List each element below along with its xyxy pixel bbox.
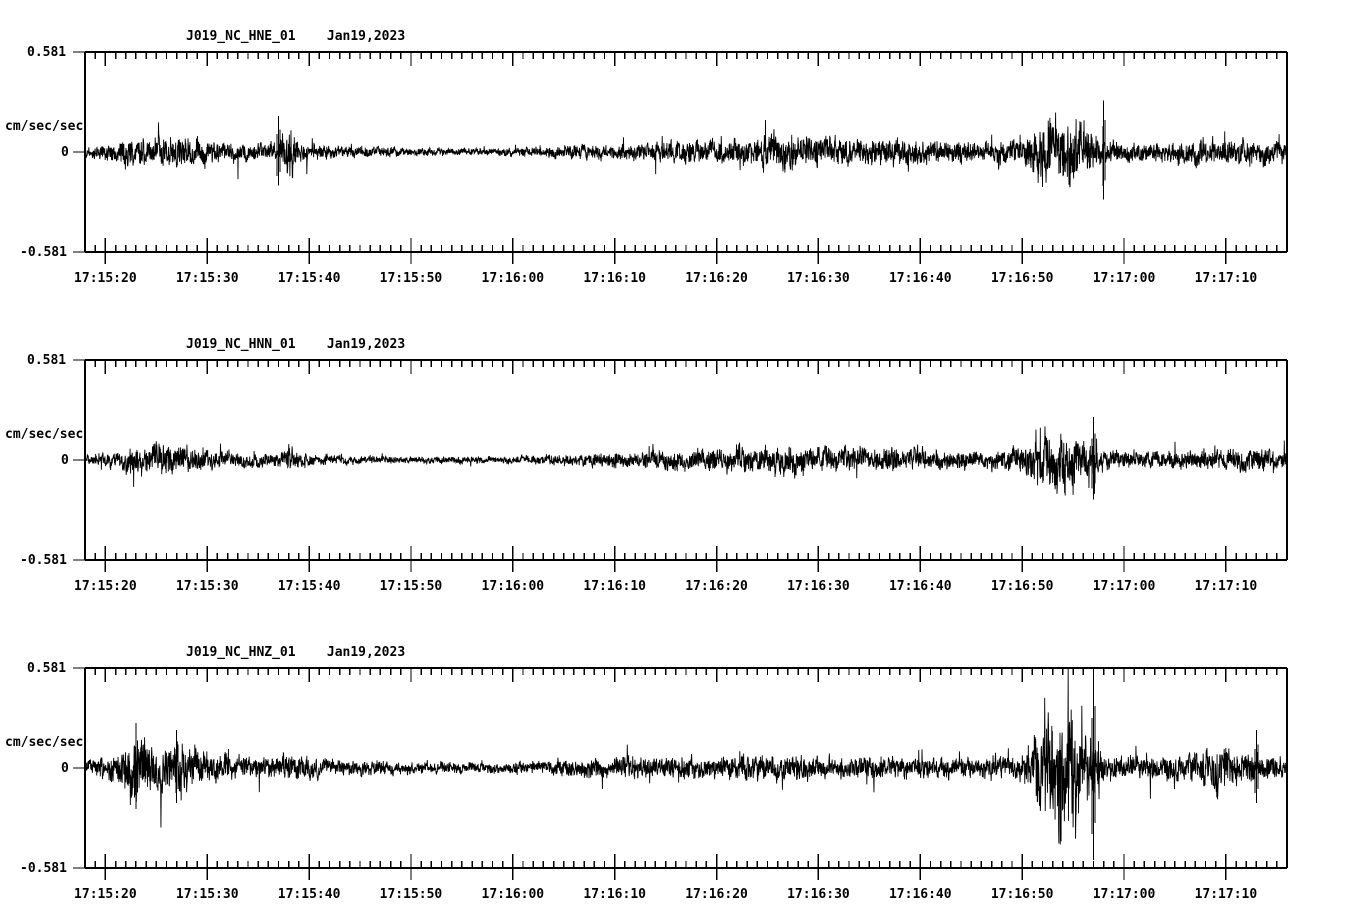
x-tick-label: 17:16:20 [685, 271, 748, 286]
x-tick-label: 17:15:30 [176, 887, 239, 902]
x-tick-label: 17:15:50 [380, 271, 443, 286]
panel-title-hnn: J019_NC_HNN_01 Jan19,2023 [186, 337, 406, 352]
x-tick-label: 17:15:30 [176, 271, 239, 286]
panel-title-hne: J019_NC_HNE_01 Jan19,2023 [186, 29, 406, 44]
x-tick-label: 17:16:20 [685, 887, 748, 902]
x-tick-label: 17:16:00 [482, 887, 545, 902]
x-tick-label: 17:15:50 [380, 579, 443, 594]
x-tick-label: 17:17:00 [1093, 579, 1156, 594]
x-tick-label: 17:16:00 [482, 271, 545, 286]
x-tick-label: 17:15:20 [74, 271, 137, 286]
y-axis-units-label-hnn: cm/sec/sec [5, 427, 84, 442]
x-tick-label: 17:16:30 [787, 887, 850, 902]
x-tick-label: 17:16:30 [787, 579, 850, 594]
x-tick-label: 17:17:10 [1195, 579, 1258, 594]
x-tick-label: 17:15:30 [176, 579, 239, 594]
x-tick-label: 17:16:10 [583, 579, 646, 594]
seismogram-panel-hnn: J019_NC_HNN_01 Jan19,2023 0.581 cm/sec/s… [0, 308, 1358, 616]
y-axis-zero-label-hne: 0 [61, 145, 69, 160]
x-tick-label: 17:16:00 [482, 579, 545, 594]
x-tick-label: 17:16:50 [991, 579, 1054, 594]
y-axis-min-label-hnz: -0.581 [20, 861, 67, 876]
x-tick-label: 17:16:40 [889, 887, 952, 902]
y-axis-min-label-hne: -0.581 [20, 245, 67, 260]
x-tick-label: 17:16:10 [583, 887, 646, 902]
waveform-trace [84, 426, 1288, 496]
y-axis-max-label-hnn: 0.581 [27, 353, 67, 368]
seismogram-panel-hne: J019_NC_HNE_01 Jan19,2023 0.581 cm/sec/s… [0, 0, 1358, 308]
y-axis-units-label-hnz: cm/sec/sec [5, 735, 84, 750]
x-tick-label: 17:17:10 [1195, 271, 1258, 286]
waveform-trace [84, 667, 1288, 845]
y-axis-min-label-hnn: -0.581 [20, 553, 67, 568]
x-tick-label: 17:15:20 [74, 887, 137, 902]
waveform-plot-hne: 17:15:20 17:15:30 17:15:40 17:15:50 17:16:00… [73, 51, 1288, 286]
x-tick-label: 17:16:50 [991, 271, 1054, 286]
seismogram-panel-hnz: J019_NC_HNZ_01 Jan19,2023 0.581 cm/sec/s… [0, 616, 1358, 924]
x-tick-label: 17:16:50 [991, 887, 1054, 902]
y-axis-zero-label-hnz: 0 [61, 761, 69, 776]
x-tick-label: 17:16:40 [889, 579, 952, 594]
x-tick-label: 17:16:10 [583, 271, 646, 286]
y-axis-max-label-hnz: 0.581 [27, 661, 67, 676]
x-tick-label: 17:17:10 [1195, 887, 1258, 902]
x-tick-label: 17:17:00 [1093, 271, 1156, 286]
y-axis-max-label-hne: 0.581 [27, 45, 67, 60]
x-tick-label: 17:16:20 [685, 579, 748, 594]
panel-title-hnz: J019_NC_HNZ_01 Jan19,2023 [186, 645, 406, 660]
y-axis-units-label-hne: cm/sec/sec [5, 119, 84, 134]
y-axis-zero-label-hnn: 0 [61, 453, 69, 468]
waveform-plot-hnn: 17:15:20 17:15:30 17:15:40 17:15:50 17:16:00… [73, 359, 1288, 594]
x-tick-label: 17:15:40 [278, 579, 341, 594]
waveform-plot-hnz: 17:15:20 17:15:30 17:15:40 17:15:50 17:16:00… [73, 667, 1288, 902]
x-tick-label: 17:15:40 [278, 887, 341, 902]
x-tick-label: 17:17:00 [1093, 887, 1156, 902]
x-tick-label: 17:16:40 [889, 271, 952, 286]
x-tick-label: 17:15:50 [380, 887, 443, 902]
x-tick-label: 17:15:20 [74, 579, 137, 594]
x-tick-label: 17:16:30 [787, 271, 850, 286]
waveform-trace [84, 112, 1288, 188]
x-tick-label: 17:15:40 [278, 271, 341, 286]
